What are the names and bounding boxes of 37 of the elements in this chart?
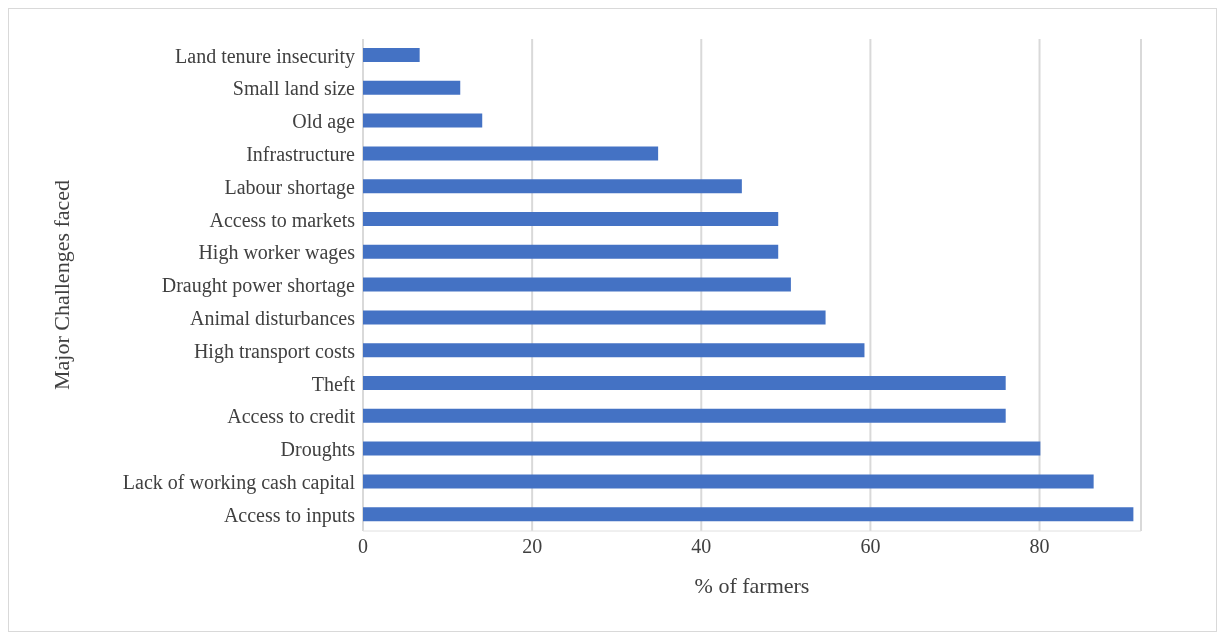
x-axis-title: % of farmers — [694, 573, 810, 598]
y-tick-label: Lack of working cash capital — [122, 470, 356, 494]
x-tick-label: 80 — [1029, 535, 1050, 558]
bar — [363, 474, 1094, 489]
bar — [363, 244, 779, 259]
bar — [363, 113, 483, 128]
bar — [363, 212, 779, 226]
x-tick-label: 20 — [522, 535, 543, 558]
y-tick-label: Draught power shortage — [161, 274, 356, 298]
bar — [363, 146, 659, 161]
y-tick-label: Old age — [292, 110, 356, 134]
y-tick-label: Theft — [311, 372, 356, 395]
y-tick-label: Animal disturbances — [190, 306, 356, 329]
bar — [363, 408, 1006, 423]
y-tick-label: High worker wages — [198, 241, 356, 265]
bar — [363, 277, 791, 292]
y-tick-label: Access to credit — [227, 405, 356, 428]
bar — [363, 376, 1006, 390]
bar — [363, 179, 742, 194]
y-tick-label: Access to inputs — [223, 503, 356, 527]
bar — [363, 310, 826, 325]
bar — [363, 343, 865, 358]
x-tick-label: 60 — [860, 535, 881, 558]
y-tick-label: Access to markets — [209, 208, 356, 231]
y-tick-label: Labour shortage — [224, 175, 356, 199]
y-tick-label: Infrastructure — [246, 142, 356, 165]
bar — [363, 48, 420, 62]
y-tick-label: Land tenure insecurity — [175, 44, 355, 68]
bar — [363, 507, 1134, 522]
x-tick-label: 0 — [358, 535, 368, 558]
y-tick-label: Small land size — [232, 77, 356, 100]
y-tick-label: Droughts — [280, 438, 356, 462]
bar — [363, 441, 1041, 456]
y-axis-title: Major Challenges faced — [48, 179, 74, 391]
x-tick-label: 40 — [691, 535, 712, 558]
bar — [363, 80, 461, 95]
y-tick-label: High transport costs — [193, 339, 356, 363]
